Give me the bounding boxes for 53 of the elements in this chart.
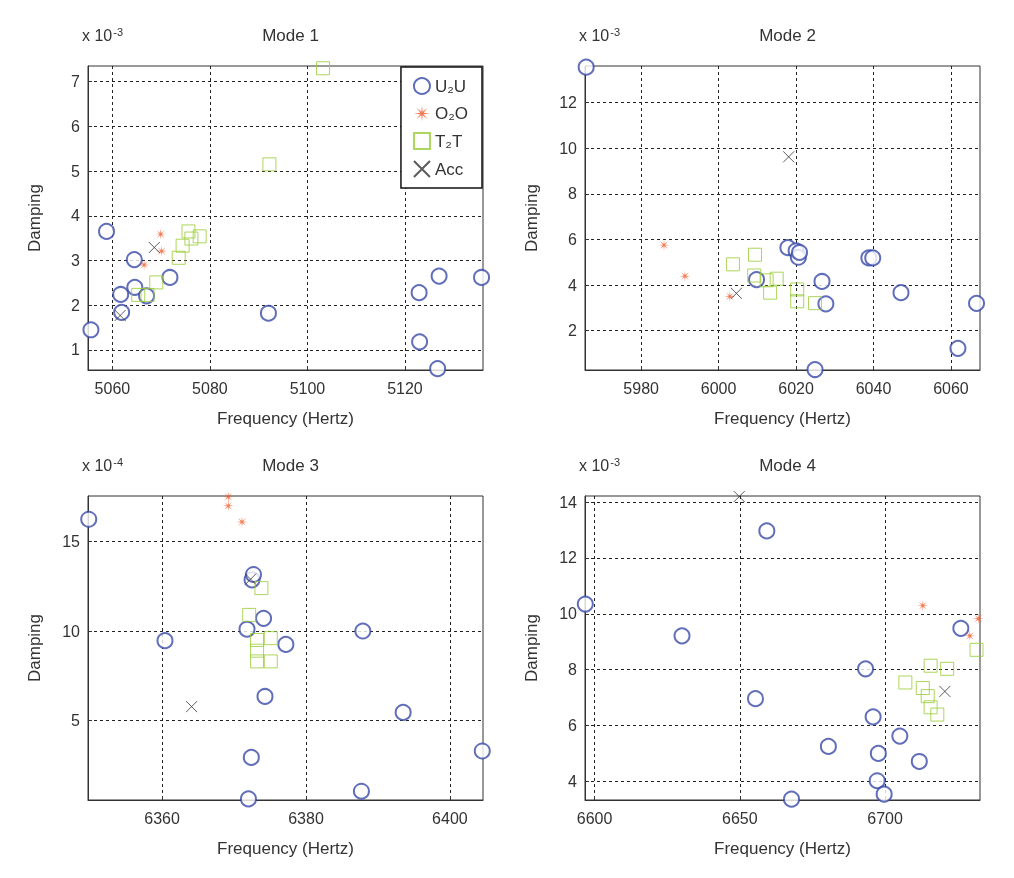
chart-title: Mode 4 [759,456,816,475]
y-tick-label: 6 [568,230,578,248]
x-tick-label: 5120 [387,379,423,397]
y-tick-label: 12 [559,549,578,567]
x-tick-label: 6000 [700,379,737,397]
x-tick-label: 6040 [855,379,892,397]
legend-label: Acc [434,159,464,179]
x-tick-label: 5080 [192,379,228,397]
y-tick-label: 8 [568,661,578,679]
x-tick-label: 5980 [623,379,660,397]
x-axis-title: Frequency (Hertz) [714,409,851,428]
y-tick-label: 5 [71,711,81,729]
y-tick-label: 10 [62,622,81,640]
y-tick-label: 6 [71,117,81,135]
y-axis-title: Damping [25,613,44,683]
y-tick-label: 10 [559,605,578,623]
y-axis-title: Damping [25,183,44,253]
x-tick-label: 6600 [576,809,613,827]
chart-title: Mode 1 [262,26,319,45]
x-axis-title: Frequency (Hertz) [714,839,851,858]
x-tick-label: 6360 [144,809,181,827]
y-tick-label: 4 [568,276,578,294]
y-tick-label: 4 [71,207,81,225]
y-tick-label: 12 [559,94,578,112]
x-tick-label: 6380 [288,809,324,827]
y-axis-title: Damping [522,183,541,253]
y-tick-label: 3 [71,251,81,269]
y-tick-label: 10 [559,139,578,157]
x-tick-label: 6650 [722,809,758,827]
y-tick-label: 4 [568,772,578,790]
chart-title: Mode 2 [759,26,816,45]
x-tick-label: 6700 [867,809,903,827]
y-axis-title: Damping [522,613,541,683]
y-tick-label: 2 [568,322,578,340]
y-tick-label: 8 [568,185,578,203]
y-tick-label: 15 [62,533,81,551]
y-tick-label: 7 [71,73,81,91]
y-tick-label: 14 [559,493,578,511]
x-tick-label: 6060 [933,379,969,397]
y-tick-label: 1 [71,341,81,359]
x-tick-label: 5100 [289,379,326,397]
x-tick-label: 6400 [432,809,468,827]
legend-label: O₂O [434,104,468,123]
x-axis-title: Frequency (Hertz) [217,839,354,858]
x-axis-title: Frequency (Hertz) [217,409,354,428]
legend-label: U₂U [434,76,467,96]
chart-title: Mode 3 [262,456,319,475]
x-tick-label: 5060 [94,379,131,397]
y-tick-label: 6 [568,716,578,734]
y-tick-label: 2 [71,296,81,314]
y-tick-label: 5 [71,162,81,180]
legend-label: T₂T [434,131,463,151]
x-tick-label: 6020 [778,379,814,397]
